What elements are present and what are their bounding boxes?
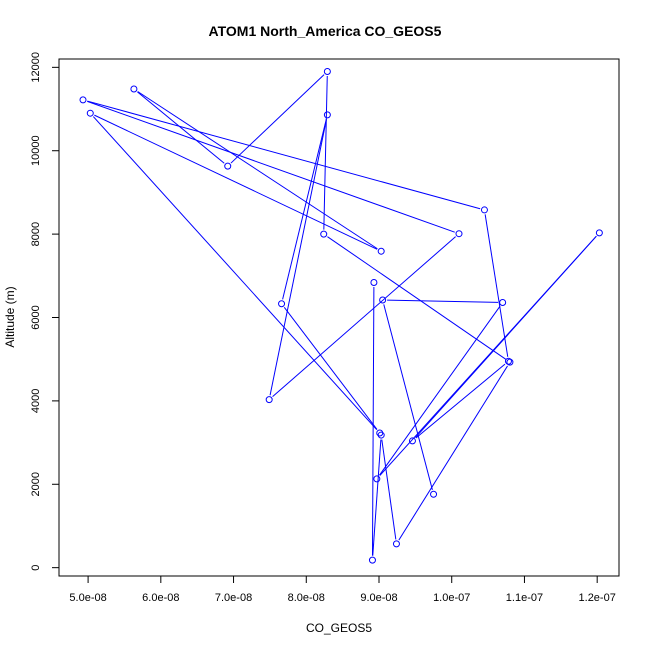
y-tick-label: 12000 — [30, 52, 42, 83]
series-segment — [283, 307, 378, 430]
series-segment — [387, 299, 499, 303]
y-tick-label: 6000 — [30, 305, 42, 329]
x-tick-label: 1.1e-07 — [506, 592, 543, 604]
series-segment — [381, 439, 397, 540]
data-point — [323, 111, 331, 119]
x-axis-label: CO_GEOS5 — [306, 621, 372, 635]
data-point — [430, 490, 438, 498]
y-axis: 0 2000 4000 6000 8000 10000 12000 — [30, 52, 59, 571]
series-segment — [272, 236, 456, 398]
data-point — [370, 278, 378, 286]
y-tick-label: 0 — [30, 565, 42, 571]
series-segment — [87, 100, 455, 233]
data-point — [278, 300, 286, 308]
data-point — [79, 96, 87, 104]
series-segment — [398, 365, 508, 541]
x-tick-label: 6.0e-08 — [142, 592, 179, 604]
x-tick-label: 7.0e-08 — [215, 592, 252, 604]
y-axis-label: Altitude (m) — [3, 286, 17, 347]
data-point — [595, 229, 603, 237]
series-segment — [137, 91, 378, 250]
data-point — [368, 556, 376, 564]
data-point — [408, 437, 416, 445]
data-point — [499, 298, 507, 306]
series-segment — [379, 305, 501, 476]
series-segment — [282, 119, 327, 300]
data-point — [379, 296, 387, 304]
data-point — [377, 431, 385, 439]
series-segment — [137, 91, 225, 164]
series-segment — [372, 439, 382, 556]
data-point — [265, 396, 273, 404]
series-segment — [269, 119, 327, 396]
y-tick-label: 2000 — [30, 472, 42, 496]
series-segment — [327, 236, 507, 360]
data-point — [504, 357, 512, 365]
series-segment — [484, 214, 509, 357]
x-tick-label: 9.0e-08 — [360, 592, 397, 604]
y-tick-label: 8000 — [30, 222, 42, 246]
series-segment — [92, 116, 378, 430]
series-segment — [87, 100, 481, 210]
x-axis: 5.0e-08 6.0e-08 7.0e-08 8.0e-08 9.0e-08 1.0e-… — [69, 576, 616, 604]
plot-frame — [58, 58, 620, 577]
data-point — [455, 230, 463, 238]
data-point — [320, 230, 328, 238]
series-segment — [383, 304, 433, 491]
x-tick-label: 8.0e-08 — [288, 592, 325, 604]
data-point — [86, 109, 94, 117]
data-point — [224, 162, 232, 170]
series-segment — [323, 75, 328, 230]
data-point — [373, 475, 381, 483]
series-co-geos5 — [79, 68, 603, 564]
y-tick-label: 10000 — [30, 135, 42, 166]
chart-title: ATOM1 North_America CO_GEOS5 — [209, 23, 442, 39]
data-point — [377, 247, 385, 255]
data-point — [480, 206, 488, 214]
x-tick-label: 5.0e-08 — [69, 592, 106, 604]
data-point — [392, 540, 400, 548]
series-segment — [415, 363, 506, 439]
data-point — [130, 85, 138, 93]
series-segment — [379, 235, 597, 476]
x-tick-label: 1.2e-07 — [579, 592, 616, 604]
y-tick-label: 4000 — [30, 389, 42, 413]
data-point — [376, 429, 384, 437]
series-segment — [94, 114, 378, 250]
series-segment — [371, 286, 375, 556]
series-segment — [230, 74, 325, 164]
data-point — [506, 358, 514, 366]
data-point — [323, 68, 331, 76]
x-tick-label: 1.0e-07 — [433, 592, 470, 604]
